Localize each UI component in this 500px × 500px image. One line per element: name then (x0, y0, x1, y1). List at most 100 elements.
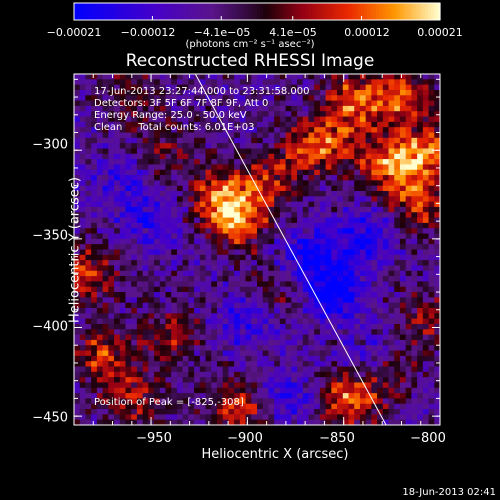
image-pixel (222, 238, 229, 245)
image-pixel (228, 281, 235, 288)
image-pixel (417, 302, 424, 309)
image-pixel (165, 105, 172, 112)
image-pixel (365, 164, 372, 171)
image-pixel (348, 201, 355, 208)
image-pixel (125, 206, 132, 213)
image-pixel (394, 217, 401, 224)
image-pixel (148, 281, 155, 288)
image-pixel (148, 132, 155, 139)
image-pixel (114, 313, 121, 320)
image-pixel (234, 323, 241, 330)
image-pixel (388, 414, 395, 421)
image-pixel (102, 143, 109, 149)
image-pixel (171, 323, 178, 330)
image-pixel (176, 137, 184, 144)
image-pixel (417, 217, 424, 224)
image-pixel (359, 132, 367, 139)
image-pixel (257, 260, 264, 266)
image-pixel (285, 137, 292, 144)
image-pixel (377, 302, 384, 309)
image-pixel (394, 361, 401, 367)
image-pixel (417, 286, 424, 293)
image-pixel (245, 350, 252, 357)
image-pixel (251, 132, 258, 139)
image-pixel (148, 175, 155, 181)
image-pixel (348, 95, 355, 101)
image-pixel (382, 74, 389, 80)
image-pixel (142, 387, 149, 394)
image-pixel (405, 377, 412, 383)
image-pixel (222, 355, 229, 362)
image-pixel (388, 116, 395, 123)
image-pixel (388, 169, 395, 176)
image-pixel (239, 249, 246, 256)
image-pixel (79, 350, 86, 357)
image-pixel (194, 206, 201, 213)
image-pixel (348, 238, 355, 245)
image-pixel (188, 387, 195, 394)
image-pixel (228, 382, 235, 389)
image-pixel (222, 233, 229, 240)
image-pixel (359, 308, 367, 314)
image-pixel (251, 196, 258, 203)
image-pixel (211, 148, 218, 155)
image-pixel (371, 286, 378, 293)
image-pixel (388, 302, 395, 309)
image-pixel (251, 201, 258, 208)
image-pixel (211, 169, 218, 176)
image-pixel (314, 79, 321, 86)
image-pixel (154, 270, 161, 277)
image-pixel (291, 238, 298, 245)
image-pixel (354, 175, 361, 181)
image-pixel (194, 377, 201, 383)
image-pixel (417, 191, 424, 197)
image-pixel (114, 137, 121, 144)
image-pixel (411, 143, 418, 149)
image-pixel (239, 132, 246, 139)
image-pixel (74, 222, 81, 229)
image-pixel (422, 201, 429, 208)
image-pixel (136, 212, 144, 218)
image-pixel (377, 393, 384, 399)
image-pixel (325, 249, 332, 256)
image-pixel (119, 281, 126, 288)
image-pixel (228, 323, 235, 330)
image-pixel (148, 127, 155, 133)
image-pixel (308, 148, 315, 155)
image-pixel (125, 159, 132, 165)
image-pixel (251, 308, 258, 314)
image-pixel (102, 308, 109, 314)
image-pixel (308, 249, 315, 256)
image-pixel (74, 297, 81, 304)
image-pixel (279, 164, 286, 171)
image-pixel (222, 329, 229, 335)
image-pixel (359, 159, 367, 165)
image-pixel (337, 419, 344, 426)
image-pixel (119, 382, 126, 389)
image-pixel (388, 265, 395, 272)
image-pixel (382, 313, 389, 320)
image-pixel (371, 201, 378, 208)
image-pixel (176, 206, 184, 213)
image-pixel (417, 355, 424, 362)
image-pixel (194, 84, 201, 91)
image-pixel (176, 201, 184, 208)
image-pixel (239, 169, 246, 176)
image-pixel (337, 270, 344, 277)
image-pixel (365, 132, 372, 139)
image-pixel (422, 89, 429, 96)
image-pixel (205, 334, 212, 341)
image-pixel (142, 366, 149, 373)
image-pixel (182, 409, 189, 415)
image-pixel (325, 185, 332, 192)
image-pixel (91, 350, 98, 357)
image-pixel (245, 377, 252, 383)
image-pixel (148, 393, 155, 399)
image-pixel (417, 318, 424, 325)
image-pixel (159, 409, 166, 415)
image-pixel (405, 201, 412, 208)
image-pixel (399, 105, 407, 112)
image-pixel (239, 308, 246, 314)
image-pixel (291, 414, 298, 421)
image-pixel (279, 419, 286, 426)
